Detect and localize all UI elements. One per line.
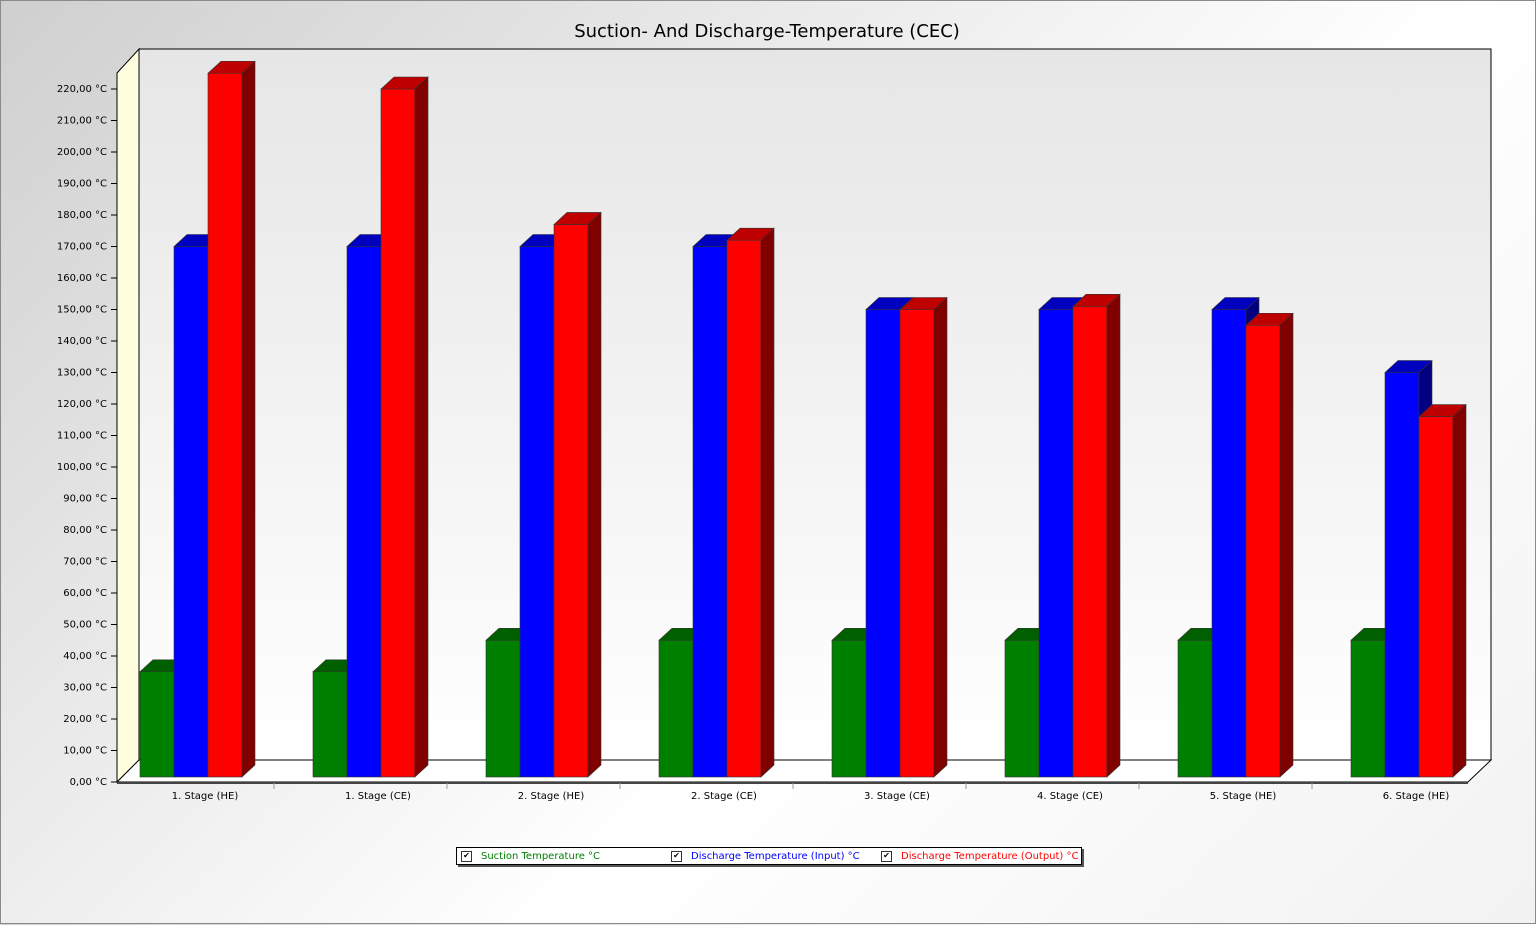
bar-front bbox=[726, 239, 762, 778]
bar-front bbox=[207, 72, 243, 778]
bar bbox=[899, 296, 948, 778]
bar-front bbox=[831, 639, 867, 778]
y-tick-label: 130,00 °C bbox=[57, 368, 107, 379]
bar-front bbox=[1038, 309, 1074, 778]
x-tick-label: 3. Stage (CE) bbox=[864, 791, 930, 802]
bar-front bbox=[1177, 639, 1213, 778]
bar-side bbox=[760, 227, 775, 778]
x-tick-label: 1. Stage (HE) bbox=[172, 791, 239, 802]
bar-front bbox=[1418, 416, 1454, 778]
bar-side bbox=[1106, 293, 1121, 778]
bar-front bbox=[139, 671, 175, 778]
x-tick-label: 6. Stage (HE) bbox=[1383, 791, 1450, 802]
bar-front bbox=[1245, 324, 1281, 778]
bar-side bbox=[414, 76, 429, 778]
y-tick-label: 200,00 °C bbox=[57, 147, 107, 158]
legend-label: Discharge Temperature (Output) °C bbox=[901, 850, 1079, 862]
y-tick-label: 210,00 °C bbox=[57, 116, 107, 127]
legend-item-discharge-output[interactable]: ✔ Discharge Temperature (Output) °C bbox=[881, 850, 1079, 862]
bar-side bbox=[587, 211, 602, 778]
left-wall bbox=[116, 47, 140, 784]
y-tick-label: 160,00 °C bbox=[57, 273, 107, 284]
x-tick-label: 2. Stage (HE) bbox=[518, 791, 585, 802]
y-tick-label: 10,00 °C bbox=[63, 746, 107, 757]
bar-front bbox=[1384, 372, 1420, 778]
bar-front bbox=[519, 246, 555, 778]
bar-front bbox=[1072, 306, 1108, 778]
bar-front bbox=[1350, 639, 1386, 778]
bar-front bbox=[865, 309, 901, 778]
y-tick-label: 170,00 °C bbox=[57, 242, 107, 253]
bar bbox=[1418, 403, 1467, 778]
bar bbox=[1245, 312, 1294, 778]
bar-front bbox=[1004, 639, 1040, 778]
x-tick-label: 4. Stage (CE) bbox=[1037, 791, 1103, 802]
bar-front bbox=[692, 246, 728, 778]
y-tick-label: 30,00 °C bbox=[63, 683, 107, 694]
bar-side bbox=[933, 296, 948, 778]
y-tick-label: 100,00 °C bbox=[57, 462, 107, 473]
bar-front bbox=[346, 246, 382, 778]
y-tick-label: 220,00 °C bbox=[57, 84, 107, 95]
y-tick-label: 0,00 °C bbox=[70, 777, 107, 788]
bar-front bbox=[380, 88, 416, 778]
legend-checkbox[interactable]: ✔ bbox=[881, 850, 892, 862]
x-tick-label: 1. Stage (CE) bbox=[345, 791, 411, 802]
y-tick-label: 180,00 °C bbox=[57, 210, 107, 221]
bar bbox=[1072, 293, 1121, 778]
y-tick-label: 80,00 °C bbox=[63, 525, 107, 536]
legend-checkbox[interactable]: ✔ bbox=[461, 850, 472, 862]
legend-checkbox[interactable]: ✔ bbox=[671, 850, 682, 862]
y-tick-label: 120,00 °C bbox=[57, 399, 107, 410]
y-tick-label: 50,00 °C bbox=[63, 620, 107, 631]
legend: ✔ Suction Temperature °C ✔ Discharge Tem… bbox=[456, 847, 1082, 865]
legend-item-discharge-input[interactable]: ✔ Discharge Temperature (Input) °C bbox=[671, 850, 877, 862]
y-tick-label: 150,00 °C bbox=[57, 305, 107, 316]
bar-front bbox=[485, 639, 521, 778]
bar-front bbox=[658, 639, 694, 778]
y-tick-label: 70,00 °C bbox=[63, 557, 107, 568]
bar bbox=[726, 227, 775, 778]
bar-front bbox=[553, 224, 589, 778]
bar-side bbox=[1279, 312, 1294, 778]
bar-front bbox=[1211, 309, 1247, 778]
bar bbox=[553, 211, 602, 778]
y-tick-label: 140,00 °C bbox=[57, 336, 107, 347]
legend-label: Discharge Temperature (Input) °C bbox=[691, 850, 860, 862]
bar-front bbox=[173, 246, 209, 778]
bar-front bbox=[312, 671, 348, 778]
bar bbox=[380, 76, 429, 778]
bar bbox=[207, 60, 256, 778]
bar-side bbox=[1452, 403, 1467, 778]
y-tick-label: 110,00 °C bbox=[57, 431, 107, 442]
legend-label: Suction Temperature °C bbox=[481, 850, 601, 862]
y-tick-label: 60,00 °C bbox=[63, 588, 107, 599]
y-tick-label: 90,00 °C bbox=[63, 494, 107, 505]
y-tick-label: 190,00 °C bbox=[57, 179, 107, 190]
bar-front bbox=[899, 309, 935, 778]
x-tick-label: 5. Stage (HE) bbox=[1210, 791, 1277, 802]
legend-item-suction[interactable]: ✔ Suction Temperature °C bbox=[461, 850, 667, 862]
x-tick-label: 2. Stage (CE) bbox=[691, 791, 757, 802]
bar-side bbox=[241, 60, 256, 778]
y-tick-label: 20,00 °C bbox=[63, 714, 107, 725]
y-tick-label: 40,00 °C bbox=[63, 651, 107, 662]
chart-title: Suction- And Discharge-Temperature (CEC) bbox=[574, 21, 960, 42]
